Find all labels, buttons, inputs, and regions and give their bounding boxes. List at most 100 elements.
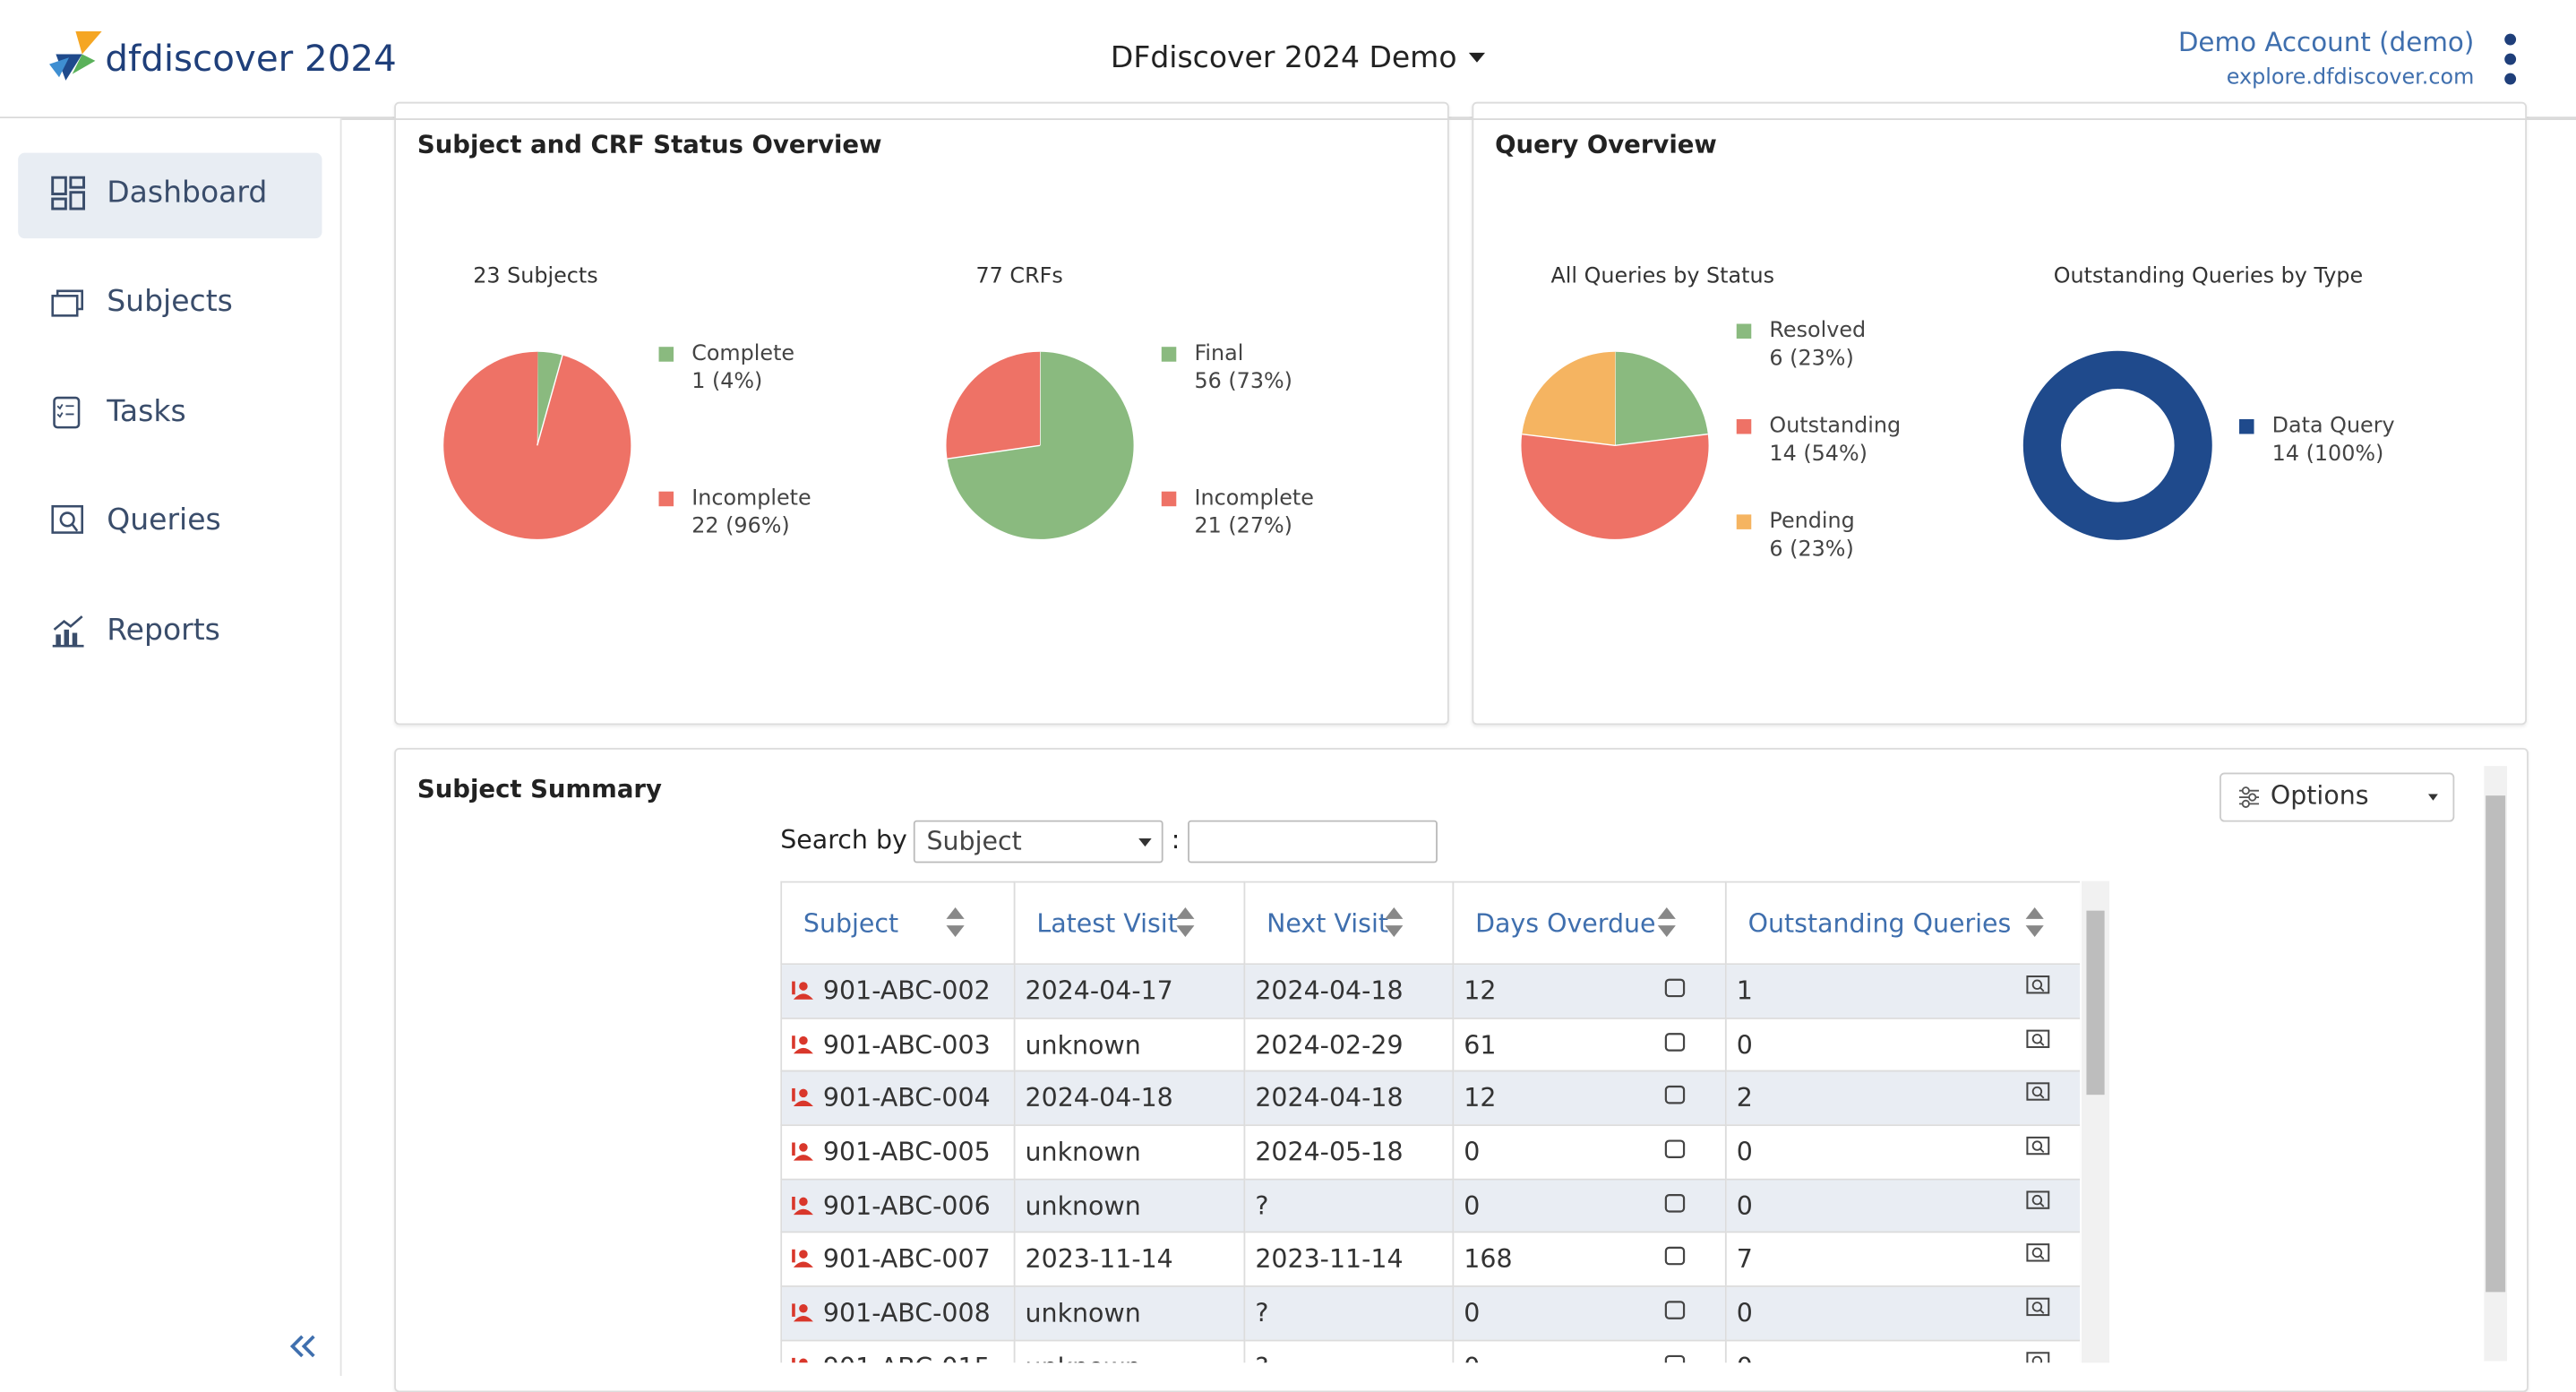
- calendar-icon[interactable]: [1664, 1084, 1686, 1105]
- column-header[interactable]: Days Overdue: [1452, 881, 1727, 966]
- calendar-icon[interactable]: [1664, 1245, 1686, 1267]
- summary-table: Subject Latest Visit Next Visit Days Overdu…: [780, 881, 2081, 1363]
- calendar-icon[interactable]: [1664, 1138, 1686, 1159]
- sort-icon[interactable]: [1176, 907, 1195, 938]
- nav-icon[interactable]: [51, 613, 87, 649]
- table-cell: unknown: [1013, 1124, 1246, 1181]
- cell-text: 901-ABC-003: [822, 1029, 991, 1060]
- subject-icon: [792, 1142, 813, 1161]
- calendar-icon[interactable]: [1664, 1191, 1686, 1213]
- table-row[interactable]: 901-ABC-007 2023-11-14 2023-11-14 168 7: [780, 1232, 2081, 1288]
- legend-label: Incomplete: [1194, 485, 1313, 510]
- search-input[interactable]: [1188, 820, 1438, 864]
- column-label[interactable]: Next Visit: [1267, 907, 1389, 938]
- nav-icon[interactable]: [51, 394, 87, 430]
- table-cell: ?: [1243, 1285, 1455, 1342]
- table-cell: unknown: [1013, 1178, 1246, 1234]
- nav-icon[interactable]: [51, 503, 87, 539]
- query-icon[interactable]: [2026, 1351, 2051, 1363]
- nav-item[interactable]: Queries: [18, 480, 322, 565]
- study-caret[interactable]: [1468, 52, 1486, 63]
- calendar-icon[interactable]: [1664, 1353, 1686, 1363]
- nav-label[interactable]: Dashboard: [107, 176, 268, 211]
- table-row[interactable]: 901-ABC-008 unknown? 0 0: [780, 1285, 2081, 1342]
- query-icon[interactable]: [2026, 1190, 2051, 1211]
- pie-slice: [2022, 350, 2212, 540]
- table-cell: unknown: [1013, 1017, 1246, 1073]
- legend-label: Incomplete: [691, 485, 811, 510]
- nav-item[interactable]: Subjects: [18, 262, 322, 347]
- column-header[interactable]: Next Visit: [1243, 881, 1455, 966]
- column-label[interactable]: Subject: [803, 907, 899, 938]
- table-cell: 168: [1452, 1232, 1727, 1288]
- cell-text: 0: [1464, 1137, 1481, 1167]
- search-field[interactable]: Subject: [926, 827, 1022, 857]
- table-cell: 2023-11-14: [1013, 1232, 1246, 1288]
- table-cell: 0: [1452, 1178, 1727, 1234]
- search-field-select[interactable]: Subject: [913, 820, 1163, 864]
- cell-text: ?: [1255, 1353, 1268, 1363]
- column-label[interactable]: Outstanding Queries: [1747, 907, 2012, 938]
- collapse-button[interactable]: [289, 1335, 319, 1358]
- chart-title: Outstanding Queries by Type: [2054, 263, 2363, 288]
- account-name[interactable]: Demo Account (demo): [2177, 26, 2475, 58]
- table-row[interactable]: 901-ABC-005 unknown 2024-05-18 0 0: [780, 1124, 2081, 1181]
- table-row[interactable]: 901-ABC-003 unknown 2024-02-29 61 0: [780, 1017, 2081, 1073]
- search-label: Search by: [780, 825, 907, 855]
- table-cell: 901-ABC-008: [780, 1285, 1016, 1342]
- study-selector[interactable]: DFdiscover 2024 Demo: [1110, 40, 1457, 76]
- table-viewport: Subject Latest Visit Next Visit Days Overdu…: [780, 881, 2081, 1363]
- cell-text: 0: [1464, 1353, 1480, 1363]
- query-icon[interactable]: [2026, 1082, 2051, 1104]
- legend-swatch: [1736, 514, 1752, 529]
- nav-label[interactable]: Subjects: [107, 284, 233, 320]
- nav-item[interactable]: Tasks: [18, 372, 322, 457]
- nav-label[interactable]: Reports: [107, 613, 220, 649]
- options-button[interactable]: Options: [2220, 772, 2455, 822]
- cell-text: 2024-05-18: [1255, 1137, 1404, 1167]
- query-icon[interactable]: [2026, 1297, 2051, 1319]
- panel-scrollbar[interactable]: [2484, 766, 2507, 1362]
- query-icon[interactable]: [2026, 1028, 2051, 1050]
- cell-text: 2024-04-17: [1025, 975, 1173, 1006]
- sort-icon[interactable]: [1385, 907, 1404, 938]
- query-icon[interactable]: [2026, 1136, 2051, 1157]
- column-header[interactable]: Subject: [780, 881, 1016, 966]
- options-label[interactable]: Options: [2270, 780, 2369, 811]
- column-label[interactable]: Latest Visit: [1036, 907, 1178, 938]
- nav-label[interactable]: Tasks: [107, 394, 186, 429]
- table-scrollbar[interactable]: [2081, 881, 2110, 1363]
- calendar-icon[interactable]: [1664, 1030, 1686, 1052]
- cell-text: 0: [1736, 1029, 1753, 1060]
- nav-item[interactable]: Dashboard: [18, 152, 322, 239]
- nav-item[interactable]: Reports: [18, 590, 322, 675]
- nav-label[interactable]: Queries: [107, 503, 221, 538]
- column-header[interactable]: Outstanding Queries: [1724, 881, 2081, 966]
- table-row[interactable]: 901-ABC-002 2024-04-17 2024-04-18 12 1: [780, 963, 2081, 1019]
- calendar-icon[interactable]: [1664, 1299, 1686, 1320]
- cell-text: 901-ABC-004: [822, 1083, 991, 1113]
- query-icon[interactable]: [2026, 1243, 2051, 1265]
- cell-text: 0: [1736, 1137, 1753, 1167]
- pie-slice: [443, 351, 631, 539]
- table-row[interactable]: 901-ABC-015 unknown? 0 0: [780, 1339, 2081, 1363]
- cell-text: unknown: [1025, 1190, 1141, 1221]
- menu-kebab[interactable]: [2501, 33, 2520, 86]
- sort-icon[interactable]: [1657, 907, 1676, 938]
- table-cell: 2023-11-14: [1243, 1232, 1455, 1288]
- table-row[interactable]: 901-ABC-004 2024-04-18 2024-04-18 12 2: [780, 1070, 2081, 1127]
- query-icon[interactable]: [2026, 975, 2051, 996]
- legend-value: 56 (73%): [1194, 368, 1292, 393]
- sort-icon[interactable]: [946, 907, 965, 938]
- nav-icon[interactable]: [51, 176, 87, 211]
- column-label[interactable]: Days Overdue: [1475, 907, 1656, 938]
- sort-icon[interactable]: [2025, 907, 2044, 938]
- nav-icon[interactable]: [51, 284, 87, 320]
- table-cell: 901-ABC-002: [780, 963, 1016, 1019]
- table-cell: ?: [1243, 1178, 1455, 1234]
- table-cell: 0: [1724, 1178, 2081, 1234]
- calendar-icon[interactable]: [1664, 976, 1686, 998]
- cell-text: 0: [1464, 1190, 1481, 1221]
- column-header[interactable]: Latest Visit: [1013, 881, 1246, 966]
- table-row[interactable]: 901-ABC-006 unknown? 0 0: [780, 1178, 2081, 1234]
